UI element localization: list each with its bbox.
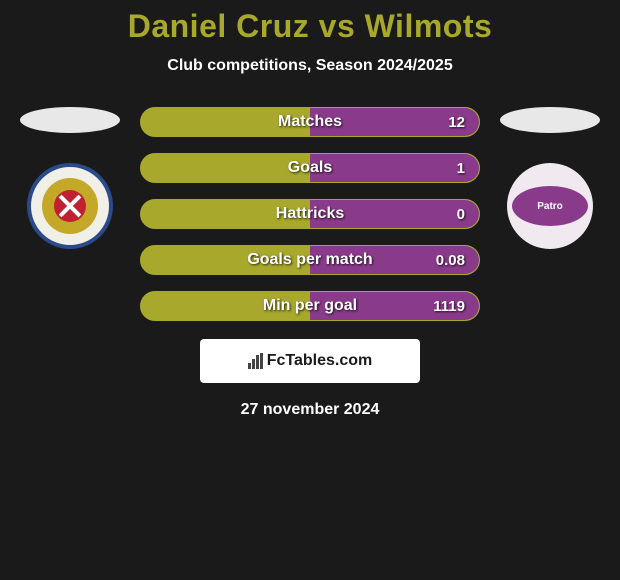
stat-right-fill	[310, 154, 479, 182]
brand-barchart-icon	[248, 353, 263, 369]
player-right-avatar-placeholder	[500, 107, 600, 133]
stat-left-fill	[141, 154, 310, 182]
stats-column: Matches 12 Goals 1 Hattricks 0 Goals per match…	[140, 107, 480, 321]
club-right-badge: Patro	[507, 163, 593, 249]
club-right-oval-icon: Patro	[512, 186, 588, 226]
stat-right-value: 0	[457, 206, 465, 223]
stat-label: Goals per match	[247, 251, 372, 269]
player-right-column: Patro	[500, 107, 600, 249]
club-left-badge	[27, 163, 113, 249]
stat-label: Hattricks	[276, 205, 344, 223]
brand-text: FcTables.com	[267, 352, 373, 370]
stat-row: Min per goal 1119	[140, 291, 480, 321]
stat-label: Matches	[278, 113, 342, 131]
footer-date: 27 november 2024	[0, 401, 620, 419]
comparison-container: Daniel Cruz vs Wilmots Club competitions…	[0, 0, 620, 419]
stat-row: Goals per match 0.08	[140, 245, 480, 275]
stat-right-value: 1	[457, 160, 465, 177]
player-left-avatar-placeholder	[20, 107, 120, 133]
stat-row: Goals 1	[140, 153, 480, 183]
stat-label: Goals	[288, 159, 332, 177]
content-row: Matches 12 Goals 1 Hattricks 0 Goals per match…	[0, 107, 620, 321]
player-left-column	[20, 107, 120, 249]
stat-right-value: 1119	[433, 298, 465, 315]
club-left-cross-icon	[54, 190, 86, 222]
subtitle: Club competitions, Season 2024/2025	[0, 57, 620, 75]
brand-badge[interactable]: FcTables.com	[200, 339, 420, 383]
page-title: Daniel Cruz vs Wilmots	[0, 8, 620, 45]
stat-row: Matches 12	[140, 107, 480, 137]
club-right-label: Patro	[537, 201, 563, 212]
stat-label: Min per goal	[263, 297, 357, 315]
stat-row: Hattricks 0	[140, 199, 480, 229]
stat-right-value: 0.08	[436, 252, 465, 269]
stat-right-value: 12	[448, 114, 465, 131]
club-left-ring-icon	[42, 178, 98, 234]
